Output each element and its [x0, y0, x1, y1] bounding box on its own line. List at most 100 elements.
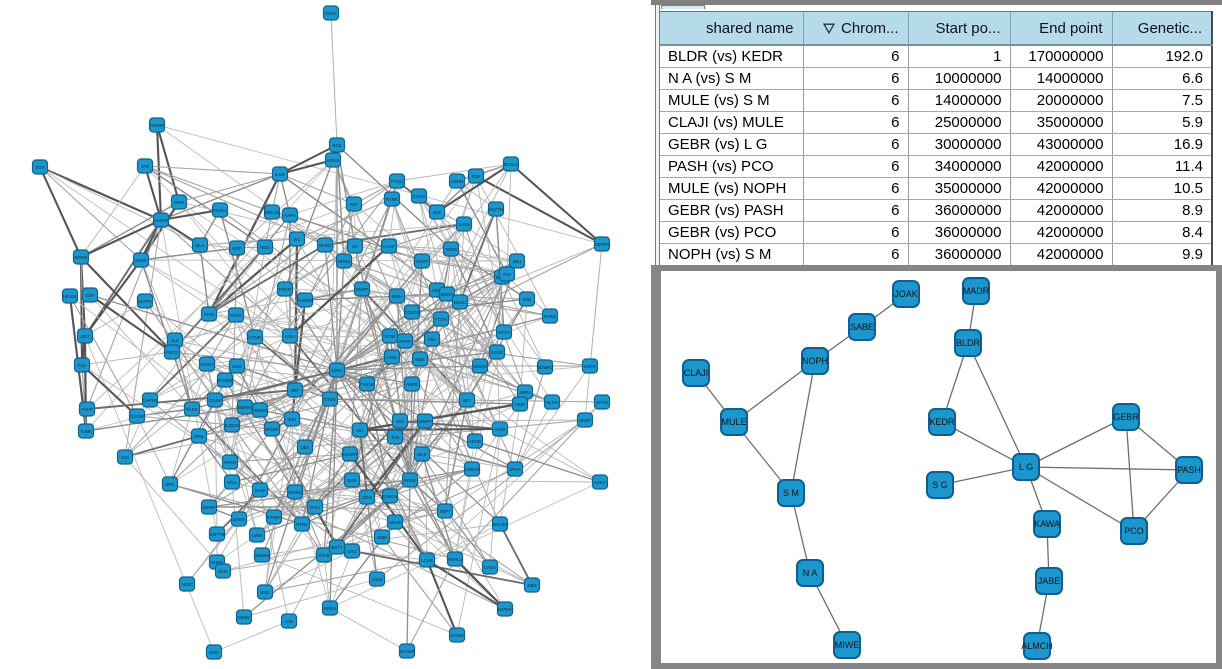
svg-text:PTDU: PTDU [391, 179, 403, 184]
svg-text:CDJM: CDJM [209, 398, 221, 403]
svg-text:MUMH: MUMH [255, 553, 268, 558]
svg-text:MWRT: MWRT [418, 419, 432, 424]
svg-text:BCS: BCS [333, 143, 342, 148]
svg-text:EPJ: EPJ [81, 334, 89, 339]
svg-text:LCUE: LCUE [421, 558, 433, 563]
svg-text:DFNG: DFNG [319, 243, 332, 248]
svg-text:N A: N A [803, 568, 818, 578]
svg-text:TUMK: TUMK [80, 429, 92, 434]
svg-text:CGHG: CGHG [413, 194, 427, 199]
svg-text:BISJ: BISJ [260, 590, 269, 595]
svg-text:AEHD: AEHD [469, 439, 481, 444]
svg-text:IBBH: IBBH [392, 294, 402, 299]
svg-text:FBTG: FBTG [166, 350, 178, 355]
svg-text:COSGD: COSGD [404, 310, 420, 315]
svg-text:DTLJ: DTLJ [310, 505, 320, 510]
svg-text:UNKI: UNKI [332, 368, 342, 373]
svg-text:BSTT: BSTT [332, 545, 343, 550]
svg-text:FIHCW: FIHCW [360, 382, 375, 387]
svg-text:AJKA: AJKA [285, 334, 296, 339]
svg-text:NWJC: NWJC [454, 300, 466, 305]
svg-text:RLBS: RLBS [186, 407, 197, 412]
svg-text:PHDMW: PHDMW [217, 378, 235, 383]
svg-text:BIBRM: BIBRM [238, 405, 252, 410]
svg-text:ILNG: ILNG [275, 172, 286, 177]
svg-text:GHPRF: GHPRF [142, 398, 157, 403]
svg-text:MSNA: MSNA [441, 292, 454, 297]
svg-text:CLAJI: CLAJI [684, 368, 709, 378]
svg-text:FRJG: FRJG [230, 313, 242, 318]
svg-text:WSDG: WSDG [473, 364, 487, 369]
svg-text:ADDMA: ADDMA [252, 408, 268, 413]
svg-text:USPTW: USPTW [209, 532, 225, 537]
svg-text:KTNR: KTNR [249, 335, 261, 340]
svg-text:GHW: GHW [204, 312, 215, 317]
svg-text:NDO: NDO [260, 245, 270, 250]
svg-text:GFOS: GFOS [596, 400, 608, 405]
svg-text:LWM: LWM [252, 533, 262, 538]
svg-text:DBN: DBN [527, 583, 536, 588]
svg-text:SSWP: SSWP [203, 505, 216, 510]
svg-text:EJBCN: EJBCN [225, 423, 239, 428]
svg-text:GWC: GWC [209, 650, 220, 655]
svg-text:CBA: CBA [428, 337, 437, 342]
svg-text:JPHG: JPHG [509, 467, 521, 472]
svg-text:USBAR: USBAR [465, 467, 480, 472]
svg-text:OMBC: OMBC [238, 615, 251, 620]
svg-text:DAW: DAW [255, 488, 266, 493]
svg-text:DBTEN: DBTEN [595, 242, 610, 247]
svg-text:PLF: PLF [350, 202, 358, 207]
svg-text:S G: S G [932, 480, 948, 490]
svg-text:IIU: IIU [352, 244, 358, 249]
svg-text:HKHLJ: HKHLJ [448, 557, 462, 562]
svg-text:DSBG: DSBG [233, 517, 246, 522]
svg-text:SOGLC: SOGLC [503, 162, 518, 167]
svg-text:MADR: MADR [963, 286, 990, 296]
svg-text:KSEU: KSEU [594, 480, 606, 485]
svg-text:IKC: IKC [293, 237, 300, 242]
svg-text:KPCS: KPCS [498, 330, 510, 335]
svg-text:TOMS: TOMS [445, 247, 457, 252]
svg-text:BGJ: BGJ [513, 259, 521, 264]
svg-text:WTUDI: WTUDI [493, 522, 507, 527]
svg-text:AESC: AESC [181, 582, 193, 587]
svg-text:JWRL: JWRL [519, 390, 531, 395]
svg-text:AJO: AJO [285, 619, 294, 624]
svg-text:SGEM: SGEM [75, 255, 88, 260]
svg-text:PCO: PCO [1124, 526, 1144, 536]
svg-text:HPCR: HPCR [224, 460, 236, 465]
svg-text:GIBK: GIBK [377, 535, 387, 540]
svg-text:JABE: JABE [1038, 576, 1061, 586]
svg-text:BTW: BTW [385, 334, 395, 339]
svg-text:SCGK: SCGK [491, 350, 503, 355]
svg-text:OHHS: OHHS [338, 259, 351, 264]
svg-text:JWJWR: JWJWR [399, 649, 415, 654]
svg-text:EHN: EHN [347, 478, 356, 483]
svg-text:AJGL: AJGL [387, 355, 398, 360]
svg-text:DLE: DLE [433, 210, 441, 215]
svg-text:OUOW: OUOW [130, 414, 145, 419]
svg-text:MDK: MDK [415, 357, 425, 362]
svg-text:SGH: SGH [35, 165, 44, 170]
svg-text:NREH: NREH [324, 606, 336, 611]
svg-text:KAWA: KAWA [1034, 519, 1060, 529]
svg-text:BTKG: BTKG [544, 314, 556, 319]
svg-text:SJNN: SJNN [458, 222, 469, 227]
svg-text:DANW: DANW [450, 633, 464, 638]
svg-text:KEDR: KEDR [929, 417, 955, 427]
svg-text:ACWGP: ACWGP [297, 298, 313, 303]
svg-text:AAPH: AAPH [284, 213, 296, 218]
svg-text:L G: L G [1019, 462, 1033, 472]
svg-text:WJWRJ: WJWRJ [537, 365, 553, 370]
svg-text:GSF: GSF [86, 293, 95, 298]
svg-text:WJUS: WJUS [327, 158, 339, 163]
svg-text:BLDR: BLDR [956, 338, 981, 348]
svg-text:UIUGJ: UIUGJ [201, 362, 214, 367]
svg-text:OLRO: OLRO [546, 400, 559, 405]
svg-text:UHDFE: UHDFE [154, 218, 169, 223]
svg-text:SABE: SABE [850, 322, 874, 332]
svg-text:NMJK: NMJK [135, 258, 147, 263]
svg-text:RILB: RILB [232, 364, 242, 369]
svg-text:KMWRT: KMWRT [342, 452, 359, 457]
svg-text:UKLM: UKLM [389, 520, 401, 525]
